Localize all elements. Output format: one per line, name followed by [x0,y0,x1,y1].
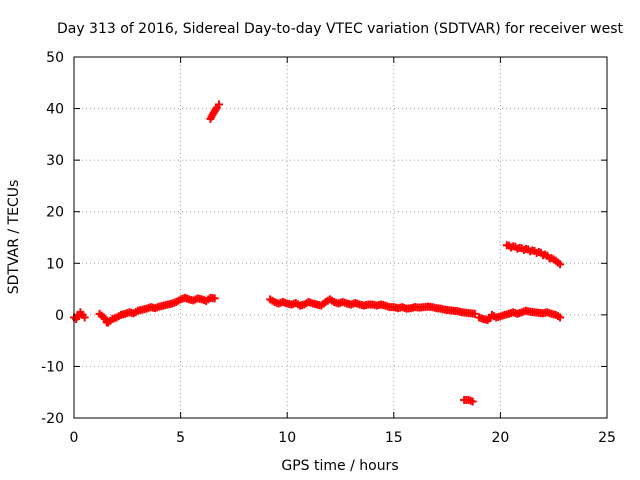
grid-lines [74,57,607,418]
x-axis-label: GPS time / hours [281,458,398,474]
y-tick-label: 0 [55,308,64,324]
y-tick-label: -20 [41,411,64,427]
data-point [468,397,477,406]
data-point [210,294,219,303]
axis-ticks: 0 5 10 15 20 25 -20 -10 0 10 20 30 40 50 [41,50,616,446]
y-axis-label: SDTVAR / TECUs [6,180,22,295]
y-tick-label: -10 [41,359,64,375]
data-points [70,100,565,406]
y-tick-label: 50 [46,50,64,66]
data-point [80,313,89,322]
x-tick-label: 15 [385,430,403,446]
plot-frame [73,56,608,419]
y-tick-label: 40 [46,102,64,118]
x-tick-label: 20 [491,430,509,446]
chart-title: Day 313 of 2016, Sidereal Day-to-day VTE… [57,21,624,37]
data-point [556,260,565,269]
x-tick-label: 10 [278,430,296,446]
x-tick-label: 5 [176,430,185,446]
x-tick-label: 0 [70,430,79,446]
data-point [556,313,565,322]
data-point [470,309,479,318]
y-tick-label: 20 [46,205,64,221]
data-point [214,100,223,109]
y-tick-label: 10 [46,256,64,272]
y-tick-label: 30 [46,153,64,169]
x-tick-label: 25 [598,430,616,446]
